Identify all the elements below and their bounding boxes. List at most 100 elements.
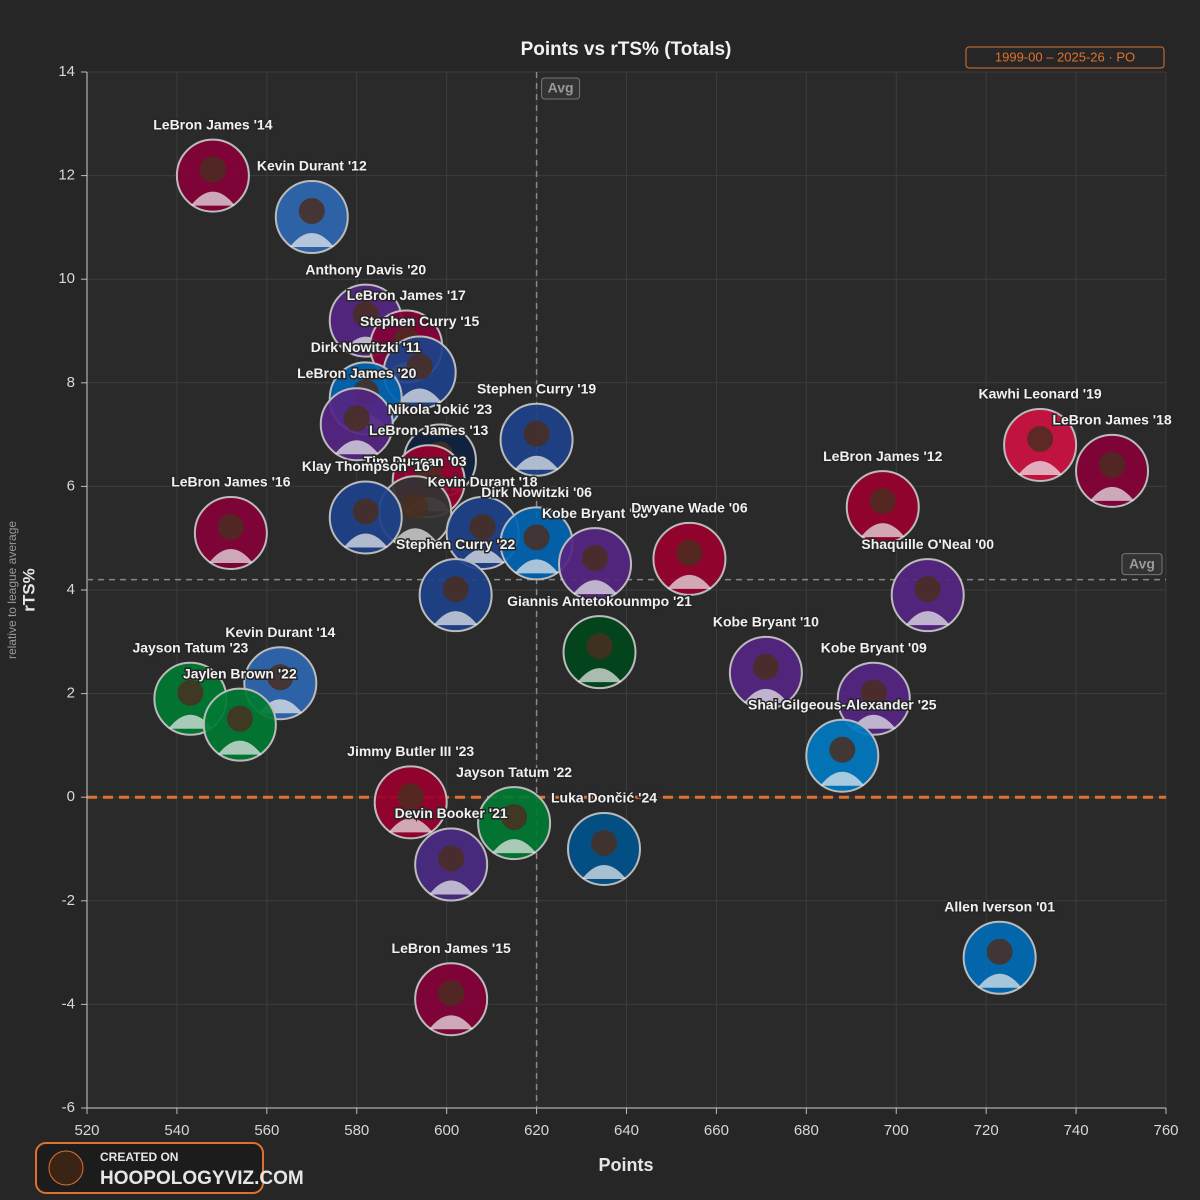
x-tick-label: 660 (704, 1122, 729, 1139)
y-tick-label: 2 (67, 685, 75, 702)
player-body (977, 973, 1022, 988)
point-label: Stephen Curry '15 (360, 313, 479, 329)
player-body (397, 388, 442, 403)
player-head (406, 353, 433, 380)
player-body (168, 714, 213, 729)
player-head (267, 664, 294, 691)
player-body (577, 668, 622, 683)
player-body (1090, 486, 1135, 501)
player-body (514, 455, 559, 470)
point-label: Kawhi Leonard '19 (979, 386, 1102, 402)
point-label: Jaylen Brown '22 (183, 665, 297, 681)
x-tick-label: 600 (434, 1122, 459, 1139)
y-tick-label: -4 (62, 995, 75, 1012)
point-label: Devin Booker '21 (395, 805, 508, 821)
point-label: Jayson Tatum '22 (456, 764, 572, 780)
player-body (582, 865, 627, 879)
y-tick-label: 4 (67, 581, 75, 598)
player-head (217, 514, 244, 541)
badge-box (965, 46, 1165, 69)
badge: 1999-00 – 2025-26 · PO (995, 49, 1135, 64)
point-label: Klay Thompson '16 (302, 458, 430, 474)
y-tick-label: 6 (67, 477, 75, 494)
player-body (860, 523, 905, 538)
player-head (752, 653, 779, 680)
player-head (586, 633, 613, 660)
player-body (514, 559, 559, 574)
player-head (402, 493, 429, 520)
point-label: Dirk Nowitzki '11 (311, 339, 421, 355)
point-label: Dwyane Wade '06 (631, 500, 748, 516)
player-head (501, 804, 528, 831)
player-head (523, 524, 550, 551)
point-label: Kobe Bryant '09 (821, 639, 927, 655)
y-axis-label: rTS% (19, 568, 38, 611)
player-head (860, 679, 887, 706)
y-tick-label: -2 (62, 892, 75, 909)
point-label: Jimmy Butler III '23 (347, 743, 474, 759)
point-label: Kobe Bryant '08 (542, 505, 648, 521)
player-body (433, 611, 478, 626)
point-label: Shai Gilgeous-Alexander '25 (748, 696, 937, 712)
player-head (442, 576, 469, 603)
player-head (523, 420, 550, 447)
player-body (573, 580, 618, 595)
player-head (226, 705, 253, 732)
point-label: Kevin Durant '18 (428, 474, 538, 490)
point-label: LeBron James '17 (347, 287, 466, 303)
chart-title: Points vs rTS% (Totals) (521, 39, 732, 60)
point-label: Kobe Bryant '10 (713, 614, 819, 630)
point-label: Stephen Curry '19 (477, 380, 596, 396)
player-head (199, 156, 226, 183)
player-body (905, 611, 950, 626)
avg-label: Avg (548, 80, 574, 96)
player-body (1018, 460, 1063, 475)
player-head (352, 498, 379, 525)
point-label: Allen Iverson '01 (944, 898, 1055, 914)
avg-badge (541, 77, 581, 100)
player-body (820, 771, 865, 786)
avg-label: Avg (1129, 555, 1155, 571)
logo-line1: CREATED ON (100, 1150, 178, 1164)
player-body (343, 533, 388, 548)
point-label: Kevin Durant '14 (225, 624, 335, 640)
player-head (469, 514, 496, 541)
player-body (289, 233, 334, 248)
point-label: LeBron James '14 (153, 116, 272, 132)
x-tick-label: 700 (884, 1122, 909, 1139)
logo-line2: HOOPOLOGYVIZ.COM (100, 1168, 304, 1189)
x-tick-label: 680 (794, 1122, 819, 1139)
player-body (492, 839, 537, 854)
player-head (352, 301, 379, 328)
player-body (429, 880, 474, 895)
player-body (667, 574, 712, 589)
player-body (208, 549, 253, 564)
player-body (460, 549, 505, 564)
player-body (393, 528, 438, 543)
point-label: LeBron James '13 (369, 422, 488, 438)
logo-box (35, 1142, 264, 1194)
player-head (438, 845, 465, 872)
logo: CREATED ON HOOPOLOGYVIZ.COM (35, 1142, 304, 1194)
player-head (914, 576, 941, 603)
player-body (190, 191, 235, 206)
player-head (869, 488, 896, 515)
logo-icon (48, 1150, 84, 1186)
y-tick-label: 10 (58, 270, 75, 287)
point-label: Luka Dončić '24 (551, 790, 657, 806)
point-label: Anthony Davis '20 (305, 261, 426, 277)
player-head (1099, 451, 1126, 478)
point-label: LeBron James '18 (1052, 412, 1171, 428)
point-label: LeBron James '15 (392, 940, 511, 956)
player-head (298, 198, 325, 225)
x-tick-label: 720 (974, 1122, 999, 1139)
point-label: Tim Duncan '03 (364, 453, 467, 469)
player-head (582, 545, 609, 572)
point-label: Dirk Nowitzki '06 (481, 484, 592, 500)
x-tick-label: 560 (254, 1122, 279, 1139)
x-tick-label: 520 (74, 1122, 99, 1139)
point-label: Nikola Jokić '23 (388, 401, 493, 417)
avg-badge (1121, 553, 1163, 576)
x-tick-label: 760 (1153, 1122, 1178, 1139)
player-body (334, 440, 379, 455)
